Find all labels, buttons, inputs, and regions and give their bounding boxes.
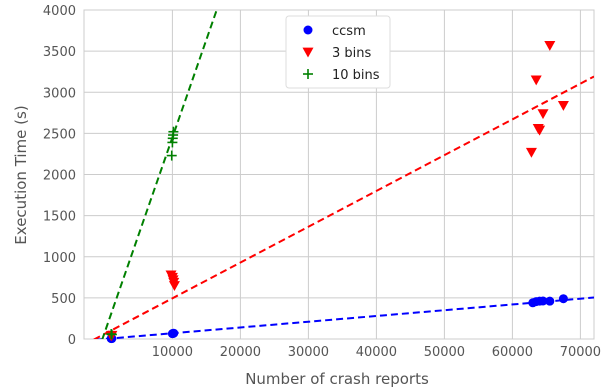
legend-label: 10 bins (332, 68, 380, 83)
data-point-3-bins (525, 147, 537, 158)
data-point-3-bins (534, 125, 546, 136)
tick-labels: 10000 20000 30000 40000 50000 60000 70000 0 500 1… (43, 4, 601, 360)
y-tick-label: 500 (51, 292, 76, 307)
fit-line-10-bins (101, 10, 218, 339)
data-points (105, 40, 569, 344)
data-point-3-bins (544, 40, 556, 51)
y-tick-label: 0 (68, 333, 76, 348)
data-point-ccsm (538, 296, 548, 306)
data-point-3-bins (168, 281, 180, 292)
legend-label: ccsm (332, 24, 366, 39)
data-point-10-bins (166, 150, 177, 161)
data-point-3-bins (530, 75, 542, 86)
fit-lines (92, 10, 594, 339)
data-point-3-bins (557, 101, 569, 111)
data-point-3-bins (537, 109, 549, 120)
x-tick-label: 40000 (356, 345, 397, 360)
fit-line-3-bins (92, 75, 594, 339)
x-tick-label: 10000 (152, 345, 193, 360)
data-point-10-bins (106, 329, 117, 340)
y-axis-label: Execution Time (s) (12, 105, 30, 244)
y-tick-label: 3000 (43, 86, 76, 101)
x-tick-label: 30000 (288, 345, 329, 360)
x-tick-label: 50000 (424, 345, 465, 360)
y-tick-label: 3500 (43, 45, 76, 60)
x-axis-label: Number of crash reports (245, 370, 429, 388)
legend: ccsm 3 bins 10 bins (285, 15, 391, 89)
data-point-ccsm (169, 328, 179, 338)
x-tick-label: 20000 (220, 345, 261, 360)
legend-marker-10-bins (303, 69, 313, 79)
x-tick-label: 70000 (560, 345, 601, 360)
y-tick-label: 1500 (43, 210, 76, 225)
fit-line-ccsm (92, 296, 594, 339)
x-tick-label: 60000 (492, 345, 533, 360)
y-tick-label: 2500 (43, 127, 76, 142)
legend-box (285, 15, 391, 89)
y-tick-label: 2000 (43, 169, 76, 184)
legend-label: 3 bins (332, 46, 372, 61)
legend-marker-ccsm (303, 25, 313, 35)
data-point-ccsm (545, 296, 555, 306)
y-tick-label: 1000 (43, 251, 76, 266)
data-point-10-bins (168, 126, 179, 137)
y-tick-label: 4000 (43, 4, 76, 19)
data-point-ccsm (558, 294, 568, 304)
legend-marker-3-bins (302, 47, 314, 58)
